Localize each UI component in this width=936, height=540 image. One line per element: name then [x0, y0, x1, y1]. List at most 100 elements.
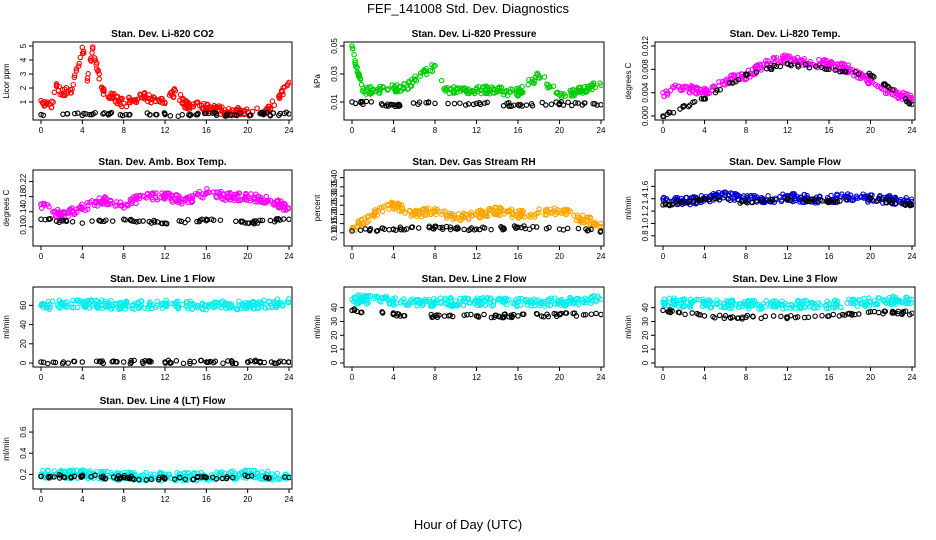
panel-title: Stan. Dev. Line 2 Flow: [422, 274, 527, 285]
data-point: [886, 197, 892, 204]
data-point: [60, 359, 67, 365]
data-point: [767, 64, 773, 71]
data-point: [575, 100, 581, 106]
x-tick-label: 20: [866, 252, 875, 261]
data-point: [210, 359, 217, 366]
y-tick-label: 0.35: [330, 179, 339, 195]
data-point: [581, 299, 587, 306]
data-point: [278, 299, 284, 306]
data-point: [378, 101, 385, 107]
data-point: [71, 211, 77, 218]
data-point: [149, 96, 155, 103]
data-point: [171, 476, 178, 482]
data-point: [242, 467, 248, 474]
data-point: [238, 196, 244, 203]
data-point: [515, 102, 521, 108]
data-point: [169, 475, 175, 482]
data-point: [665, 201, 672, 208]
data-point: [128, 357, 134, 364]
data-point: [217, 104, 223, 111]
data-point: [257, 217, 263, 224]
data-point: [354, 64, 360, 71]
data-point: [261, 110, 267, 116]
data-point: [265, 468, 271, 475]
data-point: [570, 310, 576, 317]
data-point: [380, 84, 387, 91]
data-point: [517, 101, 524, 108]
data-point: [805, 314, 812, 321]
data-point: [431, 205, 438, 212]
x-tick-label: 8: [744, 252, 749, 261]
data-point: [119, 112, 126, 119]
data-point: [211, 303, 218, 310]
data-point: [230, 474, 236, 481]
data-point: [501, 297, 508, 304]
data-point: [488, 226, 494, 233]
data-point: [162, 475, 168, 482]
data-point: [279, 202, 285, 208]
data-point: [423, 211, 429, 217]
data-point: [764, 60, 770, 67]
data-point: [79, 300, 86, 307]
x-tick-label: 0: [661, 252, 666, 261]
data-point: [79, 201, 85, 207]
data-point: [826, 313, 832, 319]
data-point: [203, 302, 210, 309]
data-point: [544, 301, 551, 308]
data-point: [390, 297, 397, 304]
data-point: [432, 224, 438, 231]
data-point: [217, 470, 224, 476]
data-point: [373, 228, 380, 234]
data-point: [450, 90, 456, 96]
data-point: [460, 297, 467, 303]
data-point: [542, 208, 549, 214]
data-point: [689, 84, 695, 90]
data-point: [210, 110, 216, 116]
data-point: [169, 192, 176, 198]
data-point: [801, 55, 807, 62]
data-point: [96, 358, 103, 365]
data-point: [760, 300, 767, 307]
x-tick-label: 8: [433, 373, 438, 382]
data-point: [733, 302, 740, 308]
data-point: [267, 112, 273, 118]
x-tick-label: 8: [433, 126, 438, 135]
data-point: [801, 297, 808, 304]
x-tick-label: 16: [825, 373, 834, 382]
data-point: [79, 359, 86, 365]
data-point: [390, 202, 397, 208]
data-point: [224, 111, 230, 118]
data-point: [528, 211, 534, 218]
data-point: [50, 359, 57, 365]
data-point: [755, 301, 761, 307]
data-point: [569, 102, 575, 109]
data-point: [754, 62, 761, 68]
x-tick-label: 0: [350, 252, 355, 261]
data-point: [865, 199, 871, 205]
data-point: [464, 90, 471, 97]
data-point: [701, 195, 708, 202]
data-point: [432, 208, 438, 214]
data-point: [523, 296, 530, 303]
data-point: [442, 295, 449, 302]
data-point: [455, 225, 461, 232]
data-point: [229, 359, 236, 365]
data-point: [182, 219, 188, 226]
data-point: [701, 300, 708, 307]
data-point: [162, 190, 169, 197]
data-point: [233, 106, 240, 113]
y-tick-label: 1.6: [641, 180, 650, 192]
data-point: [556, 299, 563, 305]
data-point: [196, 218, 203, 225]
data-point: [461, 226, 467, 233]
data-point: [687, 296, 694, 303]
data-point: [481, 311, 487, 318]
data-point: [556, 208, 563, 214]
data-point: [38, 111, 44, 118]
data-point: [486, 91, 493, 97]
data-point: [771, 55, 778, 61]
data-point: [462, 102, 469, 108]
data-point: [429, 300, 435, 306]
data-point: [777, 193, 783, 200]
data-point: [159, 220, 166, 227]
